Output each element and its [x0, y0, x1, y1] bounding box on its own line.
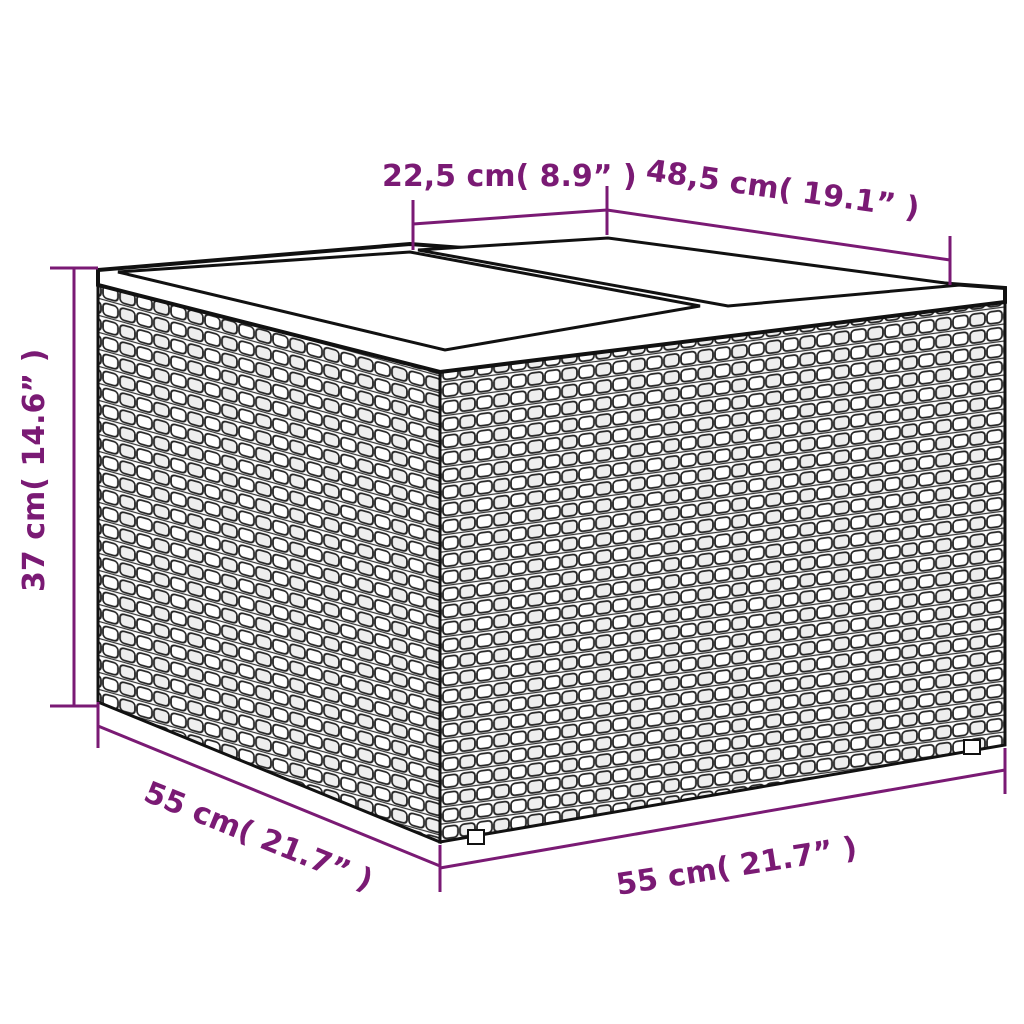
foot-right — [963, 739, 981, 755]
dimension-lines — [50, 186, 1007, 892]
glass-top-right — [417, 236, 961, 308]
glass-top-left — [117, 250, 701, 352]
front-width-label: 55 cm( 21.7” ) — [614, 830, 860, 903]
front-face — [438, 294, 1007, 844]
top-depth-label: 48,5 cm( 19.1” ) — [644, 153, 922, 226]
height-label: 37 cm( 14.6” ) — [17, 349, 52, 592]
top-section-width-label: 22,5 cm( 8.9” ) — [382, 159, 637, 194]
wicker-storage-box — [96, 236, 1007, 845]
foot-left — [467, 829, 485, 845]
left-face — [96, 280, 442, 845]
